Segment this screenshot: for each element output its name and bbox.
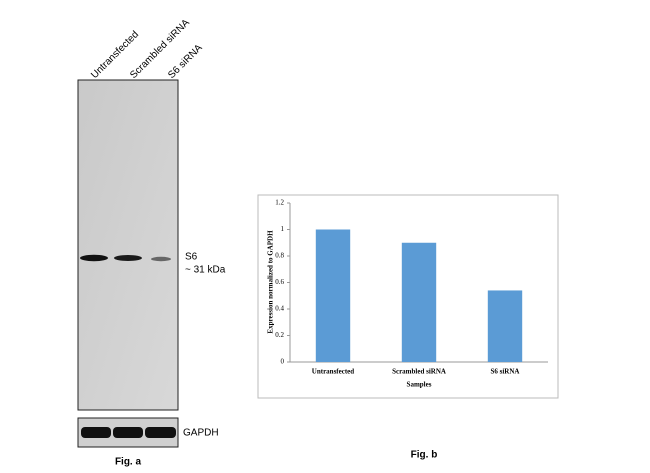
- band: [113, 427, 143, 438]
- x-tick-label: Untransfected: [312, 368, 354, 376]
- caption: Fig. a: [115, 457, 142, 468]
- band: [81, 427, 111, 438]
- band-label: S6: [185, 252, 198, 263]
- y-tick-label: 0: [281, 358, 285, 366]
- y-tick-label: 1.2: [275, 199, 284, 207]
- y-tick-label: 0.6: [275, 278, 284, 286]
- band: [145, 427, 176, 438]
- caption: Fig. b: [411, 450, 438, 461]
- y-tick-label: 1: [281, 225, 285, 233]
- band: [80, 254, 108, 262]
- y-tick-label: 0.4: [275, 305, 284, 313]
- band: [151, 256, 171, 262]
- x-tick-label: S6 siRNA: [491, 368, 520, 376]
- blot-panel: [77, 79, 179, 411]
- bar: [401, 242, 437, 362]
- y-tick-label: 0.2: [275, 331, 284, 339]
- y-label: Expression normalized to GAPDH: [267, 230, 275, 334]
- y-tick-label: 0.8: [275, 252, 284, 260]
- band-size: ~ 31 kDa: [185, 265, 226, 276]
- x-tick-label: Scrambled siRNA: [392, 368, 446, 376]
- lane-label: S6 siRNA: [166, 42, 205, 81]
- bar: [315, 229, 351, 362]
- x-label: Samples: [407, 381, 432, 389]
- band: [114, 255, 142, 261]
- bar: [487, 290, 523, 362]
- loading-label: GAPDH: [183, 428, 219, 439]
